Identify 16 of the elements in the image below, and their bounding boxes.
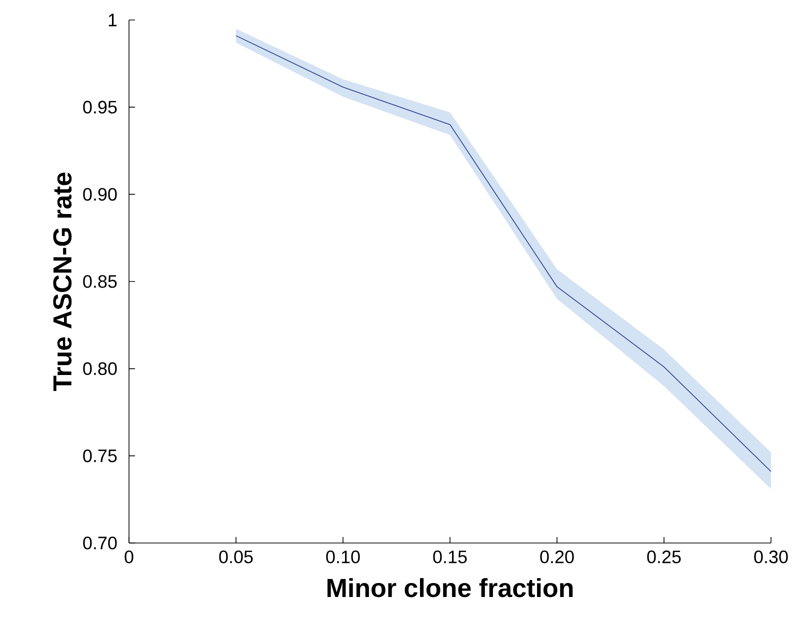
y-tick-label: 0.85 [83, 275, 117, 288]
x-tick-label: 0.10 [326, 550, 360, 564]
x-tick-label: 0.25 [647, 550, 681, 564]
y-tick-label: 0.80 [83, 362, 117, 376]
x-tick-label: 0.20 [540, 550, 574, 564]
x-tick-label: 0.30 [754, 550, 788, 564]
y-tick-label: 1 [108, 14, 117, 26]
y-tick-label: 0.95 [83, 100, 117, 114]
x-tick-label: 0.05 [219, 550, 253, 564]
x-axis-title: Minor clone fraction [328, 578, 573, 598]
x-tick-label: 0.15 [433, 550, 467, 564]
y-axis-title: True ASCN-G rate [53, 172, 72, 392]
y-tick-label: 0.75 [83, 449, 117, 462]
y-tick-label: 0.70 [83, 536, 117, 550]
x-tick-label: 0 [124, 550, 134, 564]
y-tick-label: 0.90 [83, 188, 117, 201]
